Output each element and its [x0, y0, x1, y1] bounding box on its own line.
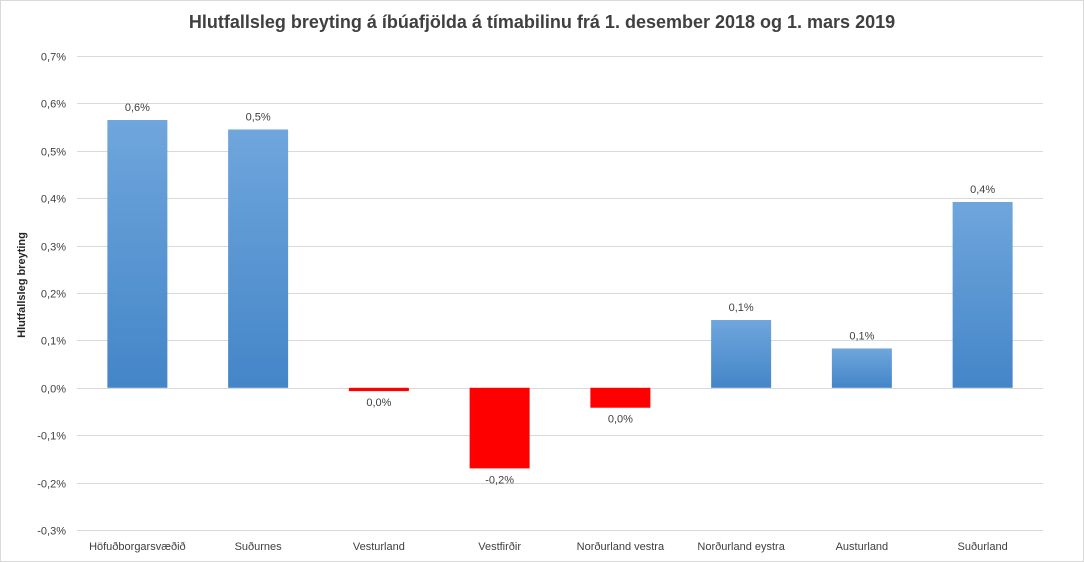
y-tick-label: 0,5%	[41, 147, 66, 159]
bar-sudurland	[952, 201, 1013, 388]
y-tick-label: 0,1%	[41, 336, 66, 348]
data-label: 0,0%	[608, 414, 633, 426]
bar-nordurland-vestra	[590, 387, 651, 408]
y-tick-label: 0,4%	[41, 194, 66, 206]
x-tick-label: Suðurland	[958, 541, 1008, 553]
data-label: -0,2%	[485, 474, 514, 486]
y-tick-label: 0,3%	[41, 242, 66, 254]
y-tick-label: -0,3%	[37, 526, 66, 538]
bar-hofudborgarsv-did	[107, 119, 168, 388]
y-tick-label: 0,7%	[41, 52, 66, 64]
y-tick-label: 0,2%	[41, 289, 66, 301]
data-label: 0,0%	[366, 397, 391, 409]
bar-vestfirdir	[469, 387, 530, 469]
bar-vesturland	[348, 387, 409, 392]
gridlines	[77, 56, 1043, 531]
data-label: 0,5%	[246, 111, 271, 123]
bar-nordurland-eystra	[711, 320, 772, 388]
data-label: 0,1%	[849, 330, 874, 342]
x-tick-label: Vestfirðir	[478, 541, 521, 553]
bar-austurland	[831, 348, 892, 388]
data-label: 0,4%	[970, 184, 995, 196]
bar-sudurnes	[228, 129, 289, 388]
x-tick-label: Austurland	[836, 541, 889, 553]
x-tick-labels: Höfuðborgarsvæðið Suðurnes Vesturland Vestf…	[89, 541, 1008, 553]
x-tick-label: Höfuðborgarsvæðið	[89, 541, 186, 553]
data-label: 0,6%	[125, 102, 150, 114]
y-tick-label: -0,1%	[37, 431, 66, 443]
x-tick-label: Norðurland eystra	[697, 541, 785, 553]
data-label: 0,1%	[729, 302, 754, 314]
bars	[107, 119, 1013, 469]
x-tick-label: Vesturland	[353, 541, 405, 553]
x-tick-label: Norðurland vestra	[577, 541, 665, 553]
y-tick-label: 0,0%	[41, 384, 66, 396]
y-tick-label: 0,6%	[41, 99, 66, 111]
chart-title: Hlutfallsleg breyting á íbúafjölda á tím…	[188, 12, 896, 32]
x-tick-label: Suðurnes	[235, 541, 283, 553]
y-tick-label: -0,2%	[37, 479, 66, 491]
data-labels: 0,6% 0,5% 0,0% -0,2% 0,0% 0,1% 0,1% 0,4%	[125, 102, 996, 486]
y-tick-labels: 0,7% 0,6% 0,5% 0,4% 0,3% 0,2% 0,1% 0,0% -0,1% -0,…	[37, 52, 66, 538]
